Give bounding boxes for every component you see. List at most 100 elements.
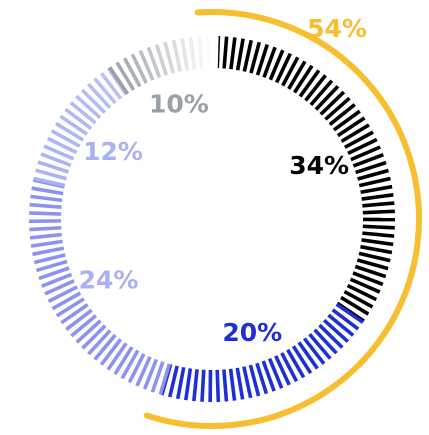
ring-tick bbox=[108, 66, 130, 95]
ring-tick bbox=[122, 57, 142, 88]
ring-tick bbox=[268, 49, 285, 81]
ring-tick bbox=[255, 362, 269, 395]
ring-tick bbox=[29, 232, 62, 240]
ring-tick bbox=[150, 361, 165, 393]
ring-tick bbox=[180, 38, 190, 71]
ring-tick bbox=[33, 253, 66, 265]
ring-tick bbox=[29, 225, 62, 232]
ring-tick bbox=[30, 194, 63, 203]
ring-tick bbox=[346, 283, 378, 302]
slice-34-label: 34% bbox=[289, 151, 349, 180]
ring-tick bbox=[235, 367, 245, 400]
ring-tick bbox=[65, 308, 93, 331]
ring-tick bbox=[183, 368, 193, 401]
ring-tick bbox=[41, 272, 73, 288]
highlight-label: 54% bbox=[307, 14, 367, 43]
ring-tick bbox=[340, 123, 370, 143]
ring-tick bbox=[293, 64, 314, 94]
ring-tick bbox=[291, 345, 313, 375]
ring-tick bbox=[261, 360, 276, 392]
ring-tick bbox=[29, 211, 62, 216]
ring-tick bbox=[99, 338, 123, 366]
ring-tick bbox=[115, 61, 136, 91]
ring-tick bbox=[38, 266, 70, 281]
ring-tick bbox=[93, 333, 117, 361]
ring-tick bbox=[163, 41, 175, 74]
ring-tick bbox=[327, 313, 355, 337]
ring-tick bbox=[297, 341, 319, 370]
ring-tick bbox=[100, 72, 123, 100]
ring-tick bbox=[35, 168, 67, 181]
ring-tick bbox=[222, 369, 229, 402]
ring-tick bbox=[130, 53, 148, 84]
ring-tick bbox=[242, 366, 253, 399]
ring-tick bbox=[280, 352, 299, 383]
ring-tick bbox=[29, 202, 62, 209]
ring-tick bbox=[362, 209, 395, 215]
ring-tick bbox=[361, 193, 394, 201]
slice-24-label: 24% bbox=[79, 266, 139, 295]
ring-tick bbox=[322, 318, 350, 343]
ring-tick bbox=[319, 90, 346, 116]
ring-tick bbox=[309, 79, 334, 107]
ring-tick bbox=[362, 224, 395, 230]
ring-tick bbox=[344, 130, 374, 149]
ring-tick bbox=[50, 129, 81, 148]
ring-tick bbox=[318, 323, 344, 349]
slice-12-label: 12% bbox=[83, 137, 143, 166]
ring-tick bbox=[154, 44, 169, 76]
ring-tick bbox=[358, 176, 391, 188]
ring-tick bbox=[362, 231, 395, 238]
ring-tick bbox=[138, 49, 155, 81]
ring-tick bbox=[362, 201, 395, 208]
ring-tick bbox=[127, 352, 146, 384]
ring-tick bbox=[55, 297, 85, 318]
highlight-arc bbox=[143, 9, 422, 429]
ring-tick bbox=[340, 295, 370, 316]
ring-tick bbox=[31, 186, 64, 196]
ring-tick bbox=[308, 333, 332, 360]
ring-tick bbox=[59, 114, 89, 136]
ring-tick bbox=[81, 324, 107, 350]
ring-tick bbox=[33, 176, 66, 188]
ring-tick bbox=[192, 369, 199, 402]
ring-tick bbox=[175, 366, 186, 400]
ring-tick bbox=[357, 168, 389, 181]
ring-tick bbox=[80, 88, 107, 114]
ring-tick bbox=[75, 94, 102, 119]
ring-tick bbox=[343, 289, 374, 309]
ring-tick bbox=[314, 85, 340, 111]
ring-tick bbox=[304, 74, 327, 102]
ring-tick bbox=[70, 314, 98, 338]
ring-tick bbox=[37, 160, 70, 174]
ring-tick bbox=[358, 251, 391, 263]
ring-tick bbox=[313, 328, 338, 355]
ring-tick bbox=[242, 39, 253, 72]
ring-tick bbox=[93, 77, 117, 105]
ring-tick bbox=[188, 37, 197, 70]
ring-tick bbox=[120, 349, 140, 380]
ring-tick bbox=[350, 145, 381, 162]
ring-tick bbox=[360, 244, 393, 255]
ring-tick bbox=[328, 103, 356, 126]
ring-tick bbox=[336, 116, 366, 138]
slice-20-label: 20% bbox=[222, 318, 282, 347]
percentage-labels-layer: 34% 20% 24% 12%10% 54% bbox=[79, 14, 367, 347]
slice-10-ticks bbox=[108, 36, 219, 95]
slice-34-ticks bbox=[215, 36, 396, 323]
ring-tick bbox=[332, 109, 361, 132]
ring-tick bbox=[35, 259, 68, 273]
ring-tick bbox=[281, 56, 300, 87]
ring-tick bbox=[40, 152, 72, 168]
ring-tick bbox=[302, 337, 326, 365]
ring-tick bbox=[32, 246, 65, 257]
ring-tick bbox=[47, 285, 78, 303]
ring-tick bbox=[30, 239, 63, 248]
ring-tick bbox=[158, 363, 172, 396]
ring-tick bbox=[355, 160, 387, 175]
slice-10-label: 10% bbox=[149, 90, 209, 119]
ring-tick bbox=[113, 346, 134, 376]
ring-tick bbox=[235, 38, 245, 71]
ring-tick bbox=[60, 303, 89, 325]
